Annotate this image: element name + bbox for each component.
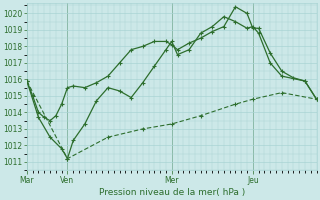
X-axis label: Pression niveau de la mer( hPa ): Pression niveau de la mer( hPa ) [99,188,245,197]
